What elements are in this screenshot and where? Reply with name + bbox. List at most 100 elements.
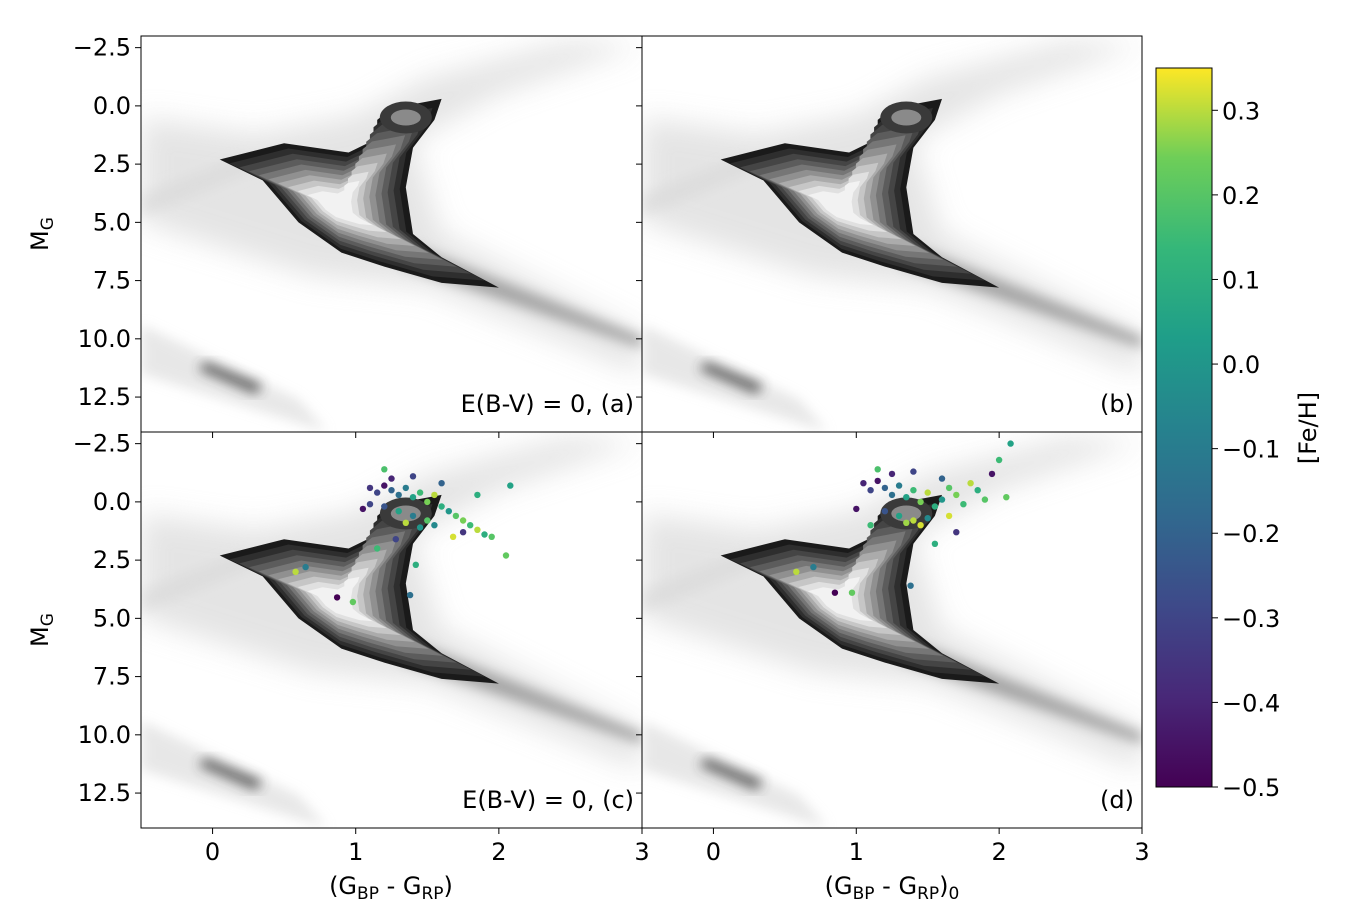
y-tick-label: −2.5: [73, 430, 131, 458]
star-point: [431, 522, 438, 529]
star-point: [424, 498, 431, 506]
panel-d: [642, 432, 1142, 828]
colorbar-tick-label: −0.5: [1222, 774, 1280, 802]
star-point: [388, 487, 395, 494]
density-upper-ms-tail: [642, 157, 764, 218]
star-point: [938, 496, 946, 503]
star-point: [981, 496, 989, 503]
y-tick-label: 0.0: [93, 488, 131, 516]
y-tick-label: 2.5: [93, 546, 131, 574]
star-point: [967, 480, 974, 487]
star-point: [438, 503, 445, 510]
density-upper-ms-tail: [141, 157, 263, 218]
density-red-clump-core: [891, 109, 922, 126]
star-point: [467, 522, 474, 529]
star-point: [395, 491, 402, 499]
star-point: [431, 491, 438, 499]
y-tick-label: 10.0: [78, 721, 131, 749]
star-point: [945, 512, 953, 520]
star-point: [960, 501, 967, 508]
y-tick-label: 12.5: [78, 779, 131, 807]
star-point: [907, 582, 914, 589]
density-contour-9: [808, 180, 874, 226]
colorbar-gradient: [1155, 67, 1213, 788]
star-point: [988, 470, 996, 478]
star-point: [449, 533, 457, 540]
star-point: [381, 466, 388, 473]
star-point: [392, 536, 399, 543]
star-point: [874, 477, 881, 485]
star-point: [459, 517, 467, 524]
star-point: [974, 487, 981, 494]
star-point: [374, 545, 381, 552]
star-point: [888, 470, 896, 478]
star-point: [917, 498, 924, 506]
density-contour-9: [808, 576, 874, 622]
star-point: [409, 512, 417, 520]
colorbar-tick-label: 0.0: [1222, 351, 1260, 379]
x-tick-label: 3: [1134, 838, 1149, 866]
star-point: [888, 491, 896, 499]
y-axis-label-top: MG: [26, 217, 58, 251]
star-point: [416, 489, 424, 496]
star-point: [452, 512, 460, 520]
density-white-dwarf-sequence: [198, 758, 263, 790]
colorbar-ticks: 0.3 0.2 0.1 0.0 −0.1 −0.2 −0.3 −0.4 −0.5: [1212, 97, 1280, 802]
star-point: [409, 494, 417, 501]
density-red-clump-core: [891, 505, 922, 522]
star-point: [402, 484, 409, 492]
star-point: [953, 529, 960, 536]
panel-b: [642, 36, 1142, 432]
panel-a: [141, 36, 642, 432]
star-point: [445, 508, 452, 515]
y-tick-label: 12.5: [78, 383, 131, 411]
colorbar-tick-label: −0.3: [1222, 605, 1280, 633]
star-point: [874, 466, 881, 473]
axis-labels: E(B-V) = 0, (a)−2.50.02.55.07.510.012.5(…: [73, 34, 1150, 866]
star-point: [995, 456, 1003, 464]
density-red-clump-core: [390, 109, 421, 126]
density-white-dwarf-sequence: [699, 362, 764, 394]
colorbar-tick-label: 0.1: [1222, 266, 1260, 294]
star-point: [502, 552, 510, 559]
colorbar-label: [Fe/H]: [1294, 392, 1322, 464]
x-tick-label: 0: [205, 838, 220, 866]
x-tick-label: 0: [706, 838, 721, 866]
colorbar-tick-label: −0.1: [1222, 436, 1280, 464]
x-axis-label-left: (GBP - GRP): [329, 872, 453, 904]
star-point: [438, 480, 445, 487]
star-point: [474, 491, 481, 499]
star-point: [402, 519, 409, 526]
star-point: [938, 475, 946, 482]
star-point: [860, 480, 867, 487]
star-point: [488, 533, 495, 540]
star-point: [853, 505, 860, 513]
colorbar-tick-label: −0.4: [1222, 689, 1280, 717]
density-white-dwarf-sequence: [198, 362, 263, 394]
star-point: [917, 522, 924, 529]
star-point: [349, 598, 357, 606]
density-red-clump-core: [390, 505, 421, 522]
star-point: [953, 491, 960, 499]
panel-frame-d: [641, 431, 1143, 829]
star-point: [474, 526, 481, 533]
star-point: [459, 529, 467, 536]
star-point: [374, 489, 381, 496]
star-point: [793, 568, 800, 575]
density-contour-9: [307, 576, 373, 622]
star-point: [903, 494, 910, 501]
colorbar-tick-label: 0.3: [1222, 97, 1260, 125]
star-point: [292, 568, 299, 575]
panel-label-b: (b): [1100, 390, 1134, 418]
star-point: [1003, 494, 1010, 501]
star-point: [867, 522, 874, 529]
star-point: [910, 468, 917, 475]
star-point: [945, 484, 953, 492]
y-tick-label: 10.0: [78, 325, 131, 353]
panel-label-d: (d): [1100, 786, 1134, 814]
density-contour-9: [307, 180, 373, 226]
y-tick-label: 7.5: [93, 663, 131, 691]
star-point: [810, 563, 817, 571]
y-tick-label: 0.0: [93, 92, 131, 120]
